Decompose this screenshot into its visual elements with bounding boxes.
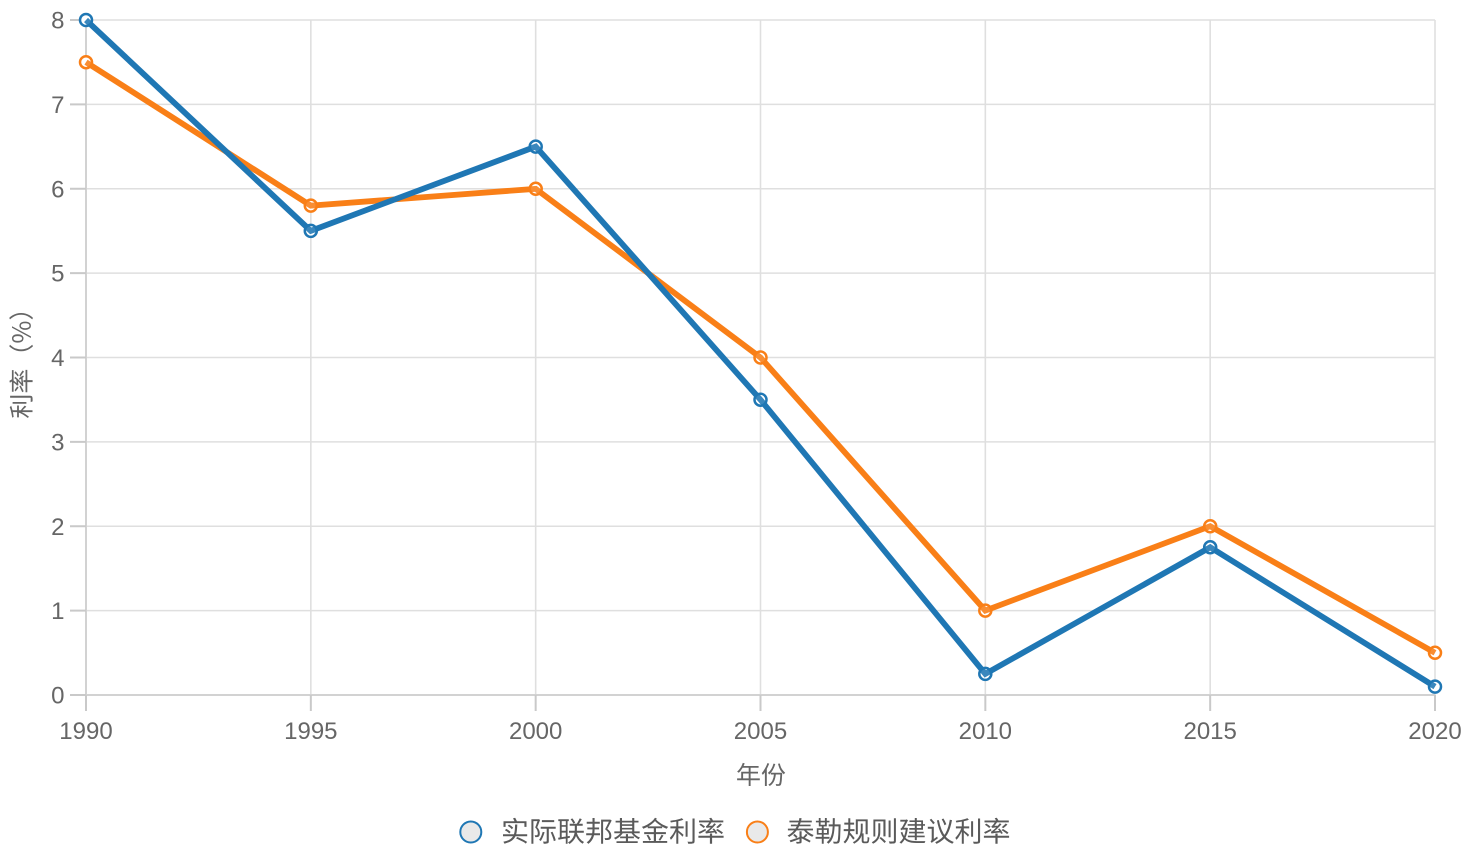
svg-text:2000: 2000 xyxy=(509,718,562,745)
svg-text:8: 8 xyxy=(51,8,64,35)
svg-text:2: 2 xyxy=(51,514,64,541)
svg-text:6: 6 xyxy=(51,176,64,203)
svg-text:1: 1 xyxy=(51,598,64,625)
svg-text:2010: 2010 xyxy=(959,718,1012,745)
svg-text:7: 7 xyxy=(51,92,64,119)
svg-text:4: 4 xyxy=(51,345,64,372)
svg-text:2005: 2005 xyxy=(734,718,787,745)
svg-text:3: 3 xyxy=(51,429,64,456)
svg-text:1995: 1995 xyxy=(284,718,337,745)
svg-text:2015: 2015 xyxy=(1183,718,1236,745)
svg-text:1990: 1990 xyxy=(59,718,112,745)
svg-text:5: 5 xyxy=(51,261,64,288)
svg-text:2020: 2020 xyxy=(1408,718,1461,745)
svg-text:0: 0 xyxy=(51,683,64,710)
